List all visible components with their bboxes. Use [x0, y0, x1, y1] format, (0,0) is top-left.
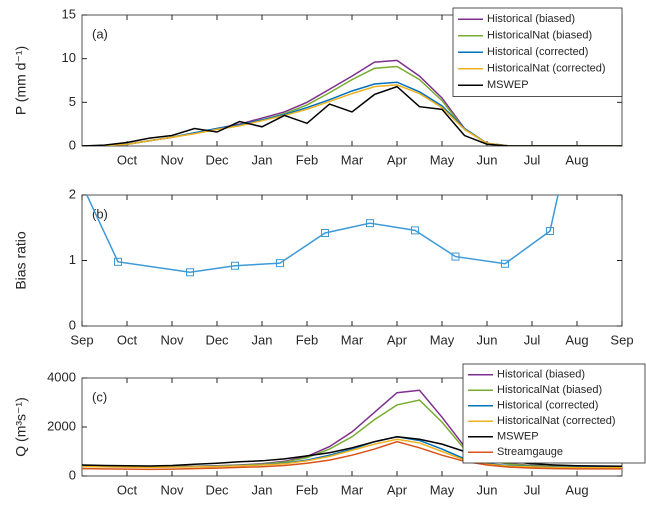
legend-label: Historical (biased): [487, 13, 575, 25]
data-marker: [411, 226, 419, 235]
y-tick-label: 2: [69, 186, 76, 201]
data-marker: [451, 252, 460, 261]
legend-label: Historical (corrected): [487, 46, 588, 58]
x-tick-label: May: [430, 332, 455, 347]
x-tick-label: Dec: [205, 152, 229, 167]
legend-label: MSWEP: [497, 431, 539, 443]
y-tick-label: 0: [69, 467, 76, 482]
data-marker: [186, 268, 194, 277]
x-tick-label: Dec: [205, 332, 229, 347]
y-tick-label: 4000: [47, 369, 76, 384]
legend-box: [462, 363, 646, 464]
x-tick-label: Jan: [252, 332, 273, 347]
x-tick-label: Mar: [341, 482, 364, 497]
data-marker: [114, 257, 122, 266]
y-axis-label: Q (m³s⁻¹): [13, 397, 29, 456]
x-tick-label: Feb: [296, 332, 318, 347]
x-tick-label: Nov: [160, 332, 184, 347]
data-line: [82, 438, 622, 469]
x-tick-label: Oct: [117, 152, 138, 167]
y-axis-label: Bias ratio: [13, 231, 29, 290]
panel-label: (c): [92, 389, 107, 404]
x-tick-label: Apr: [387, 482, 408, 497]
legend-label: HistoricalNat (biased): [497, 384, 602, 396]
panel: 0 1 2 Sep Oct Nov Dec Jan Feb Mar Apr May Jun Jul Aug S…: [13, 152, 634, 347]
data-marker: [546, 227, 554, 236]
legend-label: HistoricalNat (corrected): [487, 63, 606, 75]
data-marker: [65, 152, 72, 159]
y-tick-label: 15: [62, 6, 76, 21]
x-tick-label: Dec: [205, 482, 229, 497]
x-tick-label: Oct: [117, 332, 138, 347]
y-tick-label: 0: [69, 137, 76, 152]
x-tick-label: Jan: [252, 152, 273, 167]
x-tick-label: Aug: [565, 332, 588, 347]
y-tick-label: 2000: [47, 418, 76, 433]
data-marker: [501, 259, 509, 268]
legend-label: Historical (corrected): [497, 400, 598, 412]
legend-label: Streamgauge: [497, 446, 563, 458]
data-marker: [366, 219, 374, 228]
x-tick-label: Jul: [524, 152, 541, 167]
panel-label: (b): [92, 206, 108, 221]
x-tick-label: Feb: [296, 152, 318, 167]
x-tick-label: May: [430, 482, 455, 497]
data-line: [82, 436, 622, 467]
legend: Historical (biased) HistoricalNat (biased…: [452, 7, 623, 97]
data-line: [86, 195, 559, 274]
legend-label: MSWEP: [487, 79, 529, 91]
data-line: [82, 440, 622, 471]
series-group: [82, 59, 622, 146]
plot-area: [81, 194, 623, 327]
panel-label: (a): [92, 26, 108, 41]
data-marker: [321, 228, 329, 237]
y-tick-label: 5: [69, 94, 76, 109]
series-group: [65, 152, 559, 277]
x-tick-label: Aug: [565, 482, 588, 497]
x-tick-label: Apr: [387, 152, 408, 167]
x-tick-label: Mar: [341, 152, 364, 167]
data-line: [82, 85, 622, 146]
y-axis-label: P (mm d⁻¹): [13, 46, 29, 115]
x-tick-label: Oct: [117, 482, 138, 497]
series-group: [82, 389, 622, 471]
legend-label: HistoricalNat (biased): [487, 30, 592, 42]
x-tick-label: Jun: [477, 332, 498, 347]
legend-label: Historical (biased): [497, 369, 585, 381]
x-tick-label: Feb: [296, 482, 318, 497]
y-tick-label: 1: [69, 252, 76, 267]
panel: 0 2000 4000 Oct Nov Dec Jan Feb Mar Apr May Jun Jul A…: [13, 363, 646, 497]
x-tick-label: Jan: [252, 482, 273, 497]
x-tick-label: Jun: [477, 482, 498, 497]
y-tick-label: 0: [69, 317, 76, 332]
data-line: [82, 84, 622, 146]
x-tick-label: Jun: [477, 152, 498, 167]
legend: Historical (biased) HistoricalNat (biased…: [462, 363, 646, 464]
x-tick-label: Nov: [160, 152, 184, 167]
x-tick-label: Sep: [610, 332, 633, 347]
x-tick-label: Nov: [160, 482, 184, 497]
panel: 0 5 10 15 Oct Nov Dec Jan Feb Mar Apr May Jun Jul Aug P…: [13, 6, 623, 167]
x-tick-label: Sep: [70, 332, 93, 347]
data-marker: [231, 261, 239, 270]
x-tick-label: Jul: [524, 332, 541, 347]
data-marker: [276, 259, 284, 268]
x-tick-label: May: [430, 152, 455, 167]
y-tick-label: 10: [62, 50, 76, 65]
x-tick-label: Apr: [387, 332, 408, 347]
legend-label: HistoricalNat (corrected): [497, 415, 616, 427]
x-tick-label: Aug: [565, 152, 588, 167]
x-tick-label: Mar: [341, 332, 364, 347]
x-tick-label: Jul: [524, 482, 541, 497]
